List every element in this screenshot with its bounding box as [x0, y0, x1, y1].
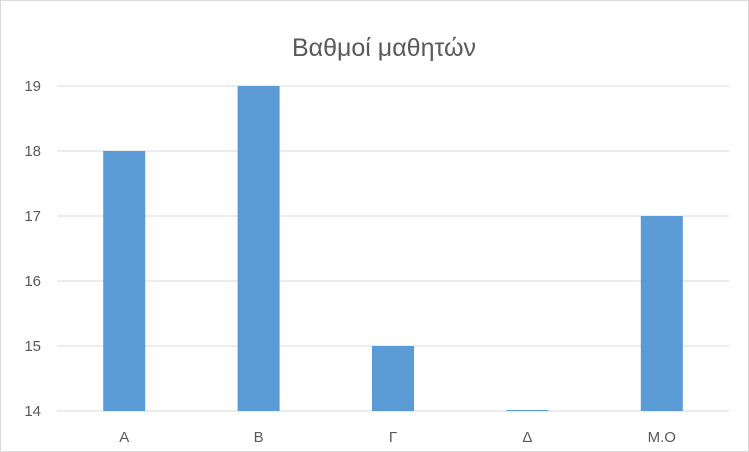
bar-Β — [237, 86, 280, 411]
y-tick-label: 18 — [24, 143, 41, 160]
x-category-label: Γ — [389, 429, 397, 446]
x-category-label: Δ — [522, 429, 532, 446]
bar-Δ — [506, 410, 549, 411]
x-category-label: Μ.Ο — [648, 429, 676, 446]
y-tick-label: 19 — [24, 78, 41, 95]
x-category-label: Α — [119, 429, 129, 446]
axis-labels: 14 15 16 17 18 19 Α Β Γ Δ Μ.Ο — [24, 78, 676, 446]
y-tick-label: 14 — [24, 403, 41, 420]
bar-Μ.Ο — [640, 216, 683, 411]
x-category-label: Β — [254, 429, 264, 446]
y-tick-label: 15 — [24, 338, 41, 355]
gridlines — [57, 85, 729, 412]
chart-title: Βαθμοί μαθητών — [292, 34, 476, 62]
bar-Α — [103, 151, 146, 411]
y-tick-label: 17 — [24, 208, 41, 225]
bars — [103, 86, 683, 411]
y-tick-label: 16 — [24, 273, 41, 290]
bar-Γ — [372, 346, 414, 411]
